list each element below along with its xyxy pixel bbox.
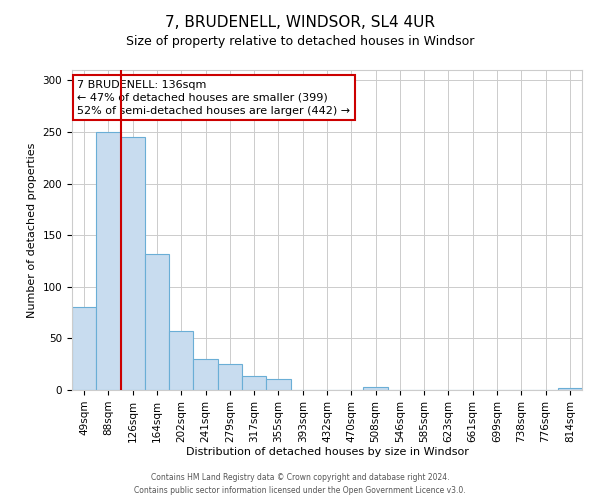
Bar: [364, 387, 388, 390]
Bar: [121, 137, 145, 390]
Bar: [169, 331, 193, 390]
Text: Size of property relative to detached houses in Windsor: Size of property relative to detached ho…: [126, 35, 474, 48]
Bar: [145, 254, 169, 390]
Bar: [558, 388, 582, 390]
Text: Contains HM Land Registry data © Crown copyright and database right 2024.
Contai: Contains HM Land Registry data © Crown c…: [134, 474, 466, 495]
Text: 7 BRUDENELL: 136sqm
← 47% of detached houses are smaller (399)
52% of semi-detac: 7 BRUDENELL: 136sqm ← 47% of detached ho…: [77, 80, 350, 116]
X-axis label: Distribution of detached houses by size in Windsor: Distribution of detached houses by size …: [185, 448, 469, 458]
Bar: [218, 364, 242, 390]
Y-axis label: Number of detached properties: Number of detached properties: [27, 142, 37, 318]
Bar: [193, 359, 218, 390]
Bar: [266, 378, 290, 390]
Bar: [96, 132, 121, 390]
Bar: [72, 308, 96, 390]
Text: 7, BRUDENELL, WINDSOR, SL4 4UR: 7, BRUDENELL, WINDSOR, SL4 4UR: [165, 15, 435, 30]
Bar: [242, 376, 266, 390]
